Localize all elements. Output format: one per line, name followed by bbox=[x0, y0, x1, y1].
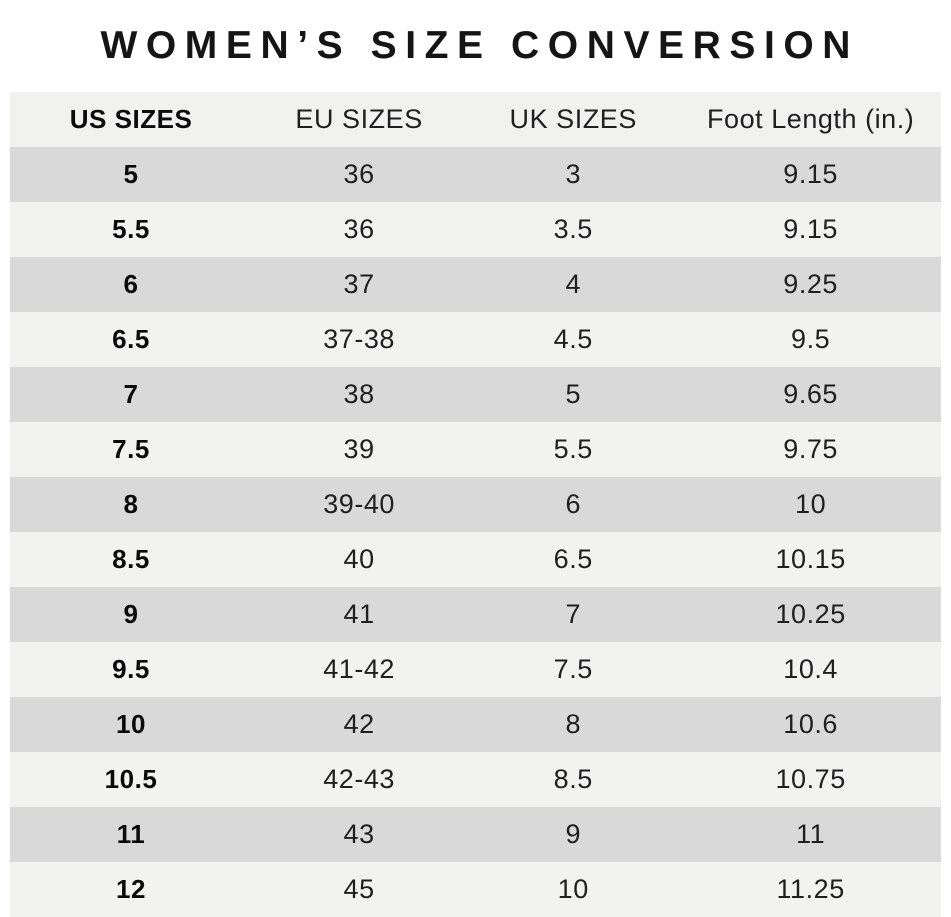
eu-size-cell: 38 bbox=[343, 379, 375, 409]
size-conversion-table: US SIZES EU SIZES UK SIZES Foot Length (… bbox=[10, 92, 941, 917]
table-row: 9 41 7 10.25 bbox=[10, 587, 941, 642]
foot-length-cell: 10.6 bbox=[783, 709, 838, 739]
uk-size-cell: 5.5 bbox=[553, 434, 593, 464]
uk-size-cell: 4 bbox=[565, 269, 582, 299]
eu-size-cell: 39-40 bbox=[323, 489, 395, 519]
uk-size-cell: 10 bbox=[557, 874, 589, 904]
us-size-cell: 5.5 bbox=[112, 214, 150, 244]
uk-size-cell: 8 bbox=[565, 709, 582, 739]
table-body: 5 36 3 9.15 5.5 36 3.5 9.15 6 37 4 9.25 6.5 37-38 4.5 9… bbox=[10, 147, 941, 917]
eu-size-cell: 41 bbox=[343, 599, 375, 629]
table-row: 9.5 41-42 7.5 10.4 bbox=[10, 642, 941, 697]
column-header-us-sizes: US SIZES bbox=[69, 104, 193, 134]
us-size-cell: 8 bbox=[123, 489, 139, 519]
table-row: 12 45 10 11.25 bbox=[10, 862, 941, 917]
uk-size-cell: 5 bbox=[565, 379, 582, 409]
uk-size-cell: 3.5 bbox=[553, 214, 593, 244]
table-row: 8 39-40 6 10 bbox=[10, 477, 941, 532]
foot-length-cell: 9.15 bbox=[783, 159, 838, 189]
eu-size-cell: 43 bbox=[343, 819, 375, 849]
us-size-cell: 7 bbox=[123, 379, 139, 409]
uk-size-cell: 6.5 bbox=[553, 544, 593, 574]
uk-size-cell: 9 bbox=[565, 819, 582, 849]
table-row: 10 42 8 10.6 bbox=[10, 697, 941, 752]
table-row: 10.5 42-43 8.5 10.75 bbox=[10, 752, 941, 807]
eu-size-cell: 37 bbox=[343, 269, 375, 299]
eu-size-cell: 37-38 bbox=[323, 324, 395, 354]
us-size-cell: 6.5 bbox=[112, 324, 150, 354]
foot-length-cell: 9.15 bbox=[783, 214, 838, 244]
foot-length-cell: 9.25 bbox=[783, 269, 838, 299]
eu-size-cell: 40 bbox=[343, 544, 375, 574]
table-row: 6 37 4 9.25 bbox=[10, 257, 941, 312]
eu-size-cell: 36 bbox=[343, 159, 375, 189]
eu-size-cell: 42 bbox=[343, 709, 375, 739]
us-size-cell: 5 bbox=[123, 159, 139, 189]
eu-size-cell: 42-43 bbox=[323, 764, 395, 794]
page-title: WOMEN’S SIZE CONVERSION bbox=[100, 24, 860, 67]
table-row: 5 36 3 9.15 bbox=[10, 147, 941, 202]
us-size-cell: 9.5 bbox=[112, 654, 150, 684]
us-size-cell: 12 bbox=[116, 874, 146, 904]
uk-size-cell: 6 bbox=[565, 489, 582, 519]
table-row: 8.5 40 6.5 10.15 bbox=[10, 532, 941, 587]
us-size-cell: 10.5 bbox=[104, 764, 158, 794]
eu-size-cell: 39 bbox=[343, 434, 375, 464]
us-size-cell: 7.5 bbox=[112, 434, 150, 464]
foot-length-cell: 10.15 bbox=[775, 544, 846, 574]
foot-length-cell: 11 bbox=[796, 819, 826, 849]
uk-size-cell: 7.5 bbox=[553, 654, 593, 684]
foot-length-cell: 10.4 bbox=[783, 654, 838, 684]
us-size-cell: 6 bbox=[123, 269, 139, 299]
foot-length-cell: 9.65 bbox=[783, 379, 838, 409]
table-row: 6.5 37-38 4.5 9.5 bbox=[10, 312, 941, 367]
column-header-foot-length: Foot Length (in.) bbox=[706, 104, 915, 134]
us-size-cell: 11 bbox=[116, 819, 146, 849]
column-header-eu-sizes: EU SIZES bbox=[295, 104, 423, 134]
table-row: 7.5 39 5.5 9.75 bbox=[10, 422, 941, 477]
uk-size-cell: 7 bbox=[565, 599, 582, 629]
us-size-cell: 8.5 bbox=[112, 544, 150, 574]
title-bar: WOMEN’S SIZE CONVERSION bbox=[0, 0, 951, 92]
foot-length-cell: 9.75 bbox=[783, 434, 838, 464]
uk-size-cell: 4.5 bbox=[553, 324, 593, 354]
foot-length-cell: 10.75 bbox=[775, 764, 846, 794]
eu-size-cell: 36 bbox=[343, 214, 375, 244]
uk-size-cell: 3 bbox=[565, 159, 582, 189]
us-size-cell: 10 bbox=[116, 709, 146, 739]
table-header-row: US SIZES EU SIZES UK SIZES Foot Length (… bbox=[10, 92, 941, 147]
table-row: 11 43 9 11 bbox=[10, 807, 941, 862]
foot-length-cell: 10.25 bbox=[775, 599, 846, 629]
uk-size-cell: 8.5 bbox=[553, 764, 593, 794]
table-row: 5.5 36 3.5 9.15 bbox=[10, 202, 941, 257]
eu-size-cell: 41-42 bbox=[323, 654, 395, 684]
foot-length-cell: 10 bbox=[795, 489, 827, 519]
us-size-cell: 9 bbox=[123, 599, 139, 629]
foot-length-cell: 9.5 bbox=[791, 324, 831, 354]
eu-size-cell: 45 bbox=[343, 874, 375, 904]
foot-length-cell: 11.25 bbox=[776, 874, 845, 904]
column-header-uk-sizes: UK SIZES bbox=[509, 104, 637, 134]
table-row: 7 38 5 9.65 bbox=[10, 367, 941, 422]
